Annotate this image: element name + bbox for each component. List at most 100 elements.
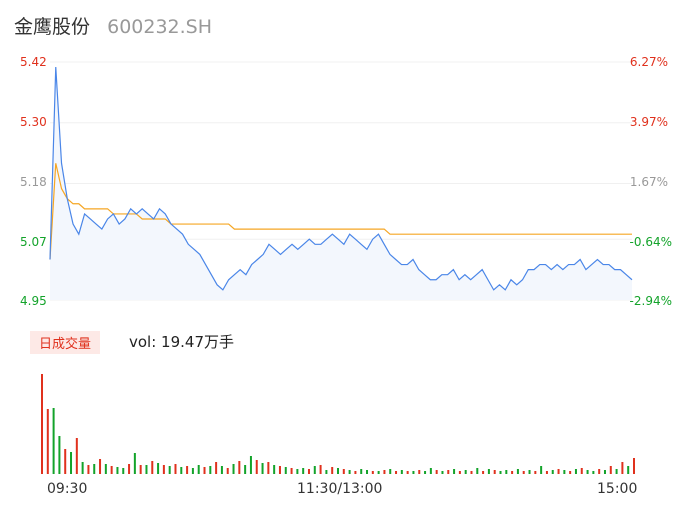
volume-bar xyxy=(598,469,601,474)
volume-bar xyxy=(307,469,310,474)
volume-bar xyxy=(366,470,369,474)
price-tick-0: 5.42 xyxy=(20,55,47,69)
volume-bar xyxy=(337,468,339,474)
volume-bar xyxy=(261,463,264,474)
volume-bar xyxy=(273,465,276,474)
volume-bar xyxy=(157,463,160,474)
volume-bar xyxy=(139,465,142,474)
pct-tick-1: 3.97% xyxy=(630,115,668,129)
volume-bar xyxy=(70,452,73,474)
average-price-line xyxy=(49,163,632,260)
volume-bar xyxy=(609,466,612,474)
volume-bar xyxy=(197,465,200,474)
volume-bar xyxy=(290,468,293,474)
price-line xyxy=(49,67,633,291)
volume-bar xyxy=(151,461,154,474)
volume-bar xyxy=(377,471,380,474)
volume-bar xyxy=(545,471,548,474)
volume-bar xyxy=(511,471,514,474)
volume-bar xyxy=(191,468,194,474)
volume-bar xyxy=(58,436,61,474)
volume-bar xyxy=(302,468,305,474)
volume-bar xyxy=(180,467,183,474)
volume-bar xyxy=(586,470,589,474)
volume-bar xyxy=(435,470,438,474)
pct-tick-3: -0.64% xyxy=(630,235,672,249)
volume-bar xyxy=(400,470,403,474)
pct-tick-2: 1.67% xyxy=(630,175,668,189)
volume-bar xyxy=(528,470,531,474)
volume-bar xyxy=(580,468,583,474)
volume-bar xyxy=(64,449,67,474)
stock-code: 600232.SH xyxy=(107,16,213,38)
volume-bar xyxy=(249,456,252,474)
price-area-fill xyxy=(50,67,632,300)
volume-bar xyxy=(209,466,212,474)
volume-badge: 日成交量 xyxy=(30,331,101,354)
volume-bar xyxy=(116,467,119,474)
pct-tick-4: -2.94% xyxy=(630,294,672,308)
volume-bar xyxy=(238,461,241,474)
volume-bar xyxy=(563,470,566,474)
price-tick-1: 5.30 xyxy=(20,115,47,129)
volume-bar xyxy=(516,469,519,474)
volume-bar xyxy=(476,468,479,474)
volume-bar xyxy=(296,469,299,474)
volume-bar xyxy=(487,469,490,474)
volume-bar xyxy=(592,471,595,474)
volume-bar xyxy=(93,464,96,474)
volume-bar xyxy=(87,465,90,474)
volume-bar xyxy=(255,460,258,474)
volume-bar xyxy=(313,466,316,474)
volume-bar xyxy=(551,470,554,474)
volume-bar xyxy=(574,469,577,474)
volume-bar xyxy=(342,469,345,474)
volume-bar xyxy=(371,471,374,474)
volume-bar xyxy=(615,469,618,474)
volume-bar xyxy=(145,465,148,474)
volume-bar xyxy=(360,469,363,474)
volume-bar xyxy=(215,462,218,474)
volume-bar xyxy=(174,464,177,474)
volume-bar xyxy=(186,466,189,474)
time-tick-midday: 11:30/13:00 xyxy=(297,481,383,497)
volume-bar xyxy=(470,471,473,474)
volume-bar xyxy=(267,462,270,474)
volume-bar xyxy=(284,467,287,474)
chart-header: 金鹰股份 600232.SH xyxy=(14,12,212,40)
price-tick-2: 5.18 xyxy=(20,175,47,189)
volume-bar xyxy=(99,459,102,474)
stock-name: 金鹰股份 xyxy=(14,16,91,38)
volume-bar xyxy=(453,469,456,474)
volume-bar xyxy=(569,471,572,474)
volume-bar xyxy=(621,462,624,474)
volume-bar xyxy=(429,468,432,474)
price-axis-labels: 5.42 5.30 5.18 5.07 4.95 xyxy=(20,55,47,308)
percent-axis-labels: 6.27% 3.97% 1.67% -0.64% -2.94% xyxy=(630,55,672,308)
volume-bar xyxy=(46,409,49,474)
volume-summary: vol: 19.47万手 xyxy=(129,333,234,351)
volume-bar xyxy=(162,465,165,474)
volume-bar xyxy=(458,471,461,474)
price-tick-3: 5.07 xyxy=(20,235,47,249)
volume-bar xyxy=(499,471,502,474)
volume-bar xyxy=(482,471,485,474)
volume-bar xyxy=(331,467,334,474)
volume-bar xyxy=(52,408,55,474)
volume-bar xyxy=(412,471,415,474)
volume-bar xyxy=(325,470,328,474)
volume-bar xyxy=(104,464,107,474)
volume-bar xyxy=(633,458,635,474)
volume-bar xyxy=(319,465,322,474)
volume-bar xyxy=(627,466,630,474)
volume-bars xyxy=(41,374,635,474)
volume-bar xyxy=(278,466,281,474)
volume-bar xyxy=(41,374,43,474)
volume-bar xyxy=(424,471,427,474)
volume-bar xyxy=(354,471,357,474)
volume-bar xyxy=(75,438,78,474)
volume-bar xyxy=(557,469,560,474)
volume-bar xyxy=(447,470,450,474)
time-tick-open: 09:30 xyxy=(47,481,88,497)
volume-bar xyxy=(395,471,398,474)
